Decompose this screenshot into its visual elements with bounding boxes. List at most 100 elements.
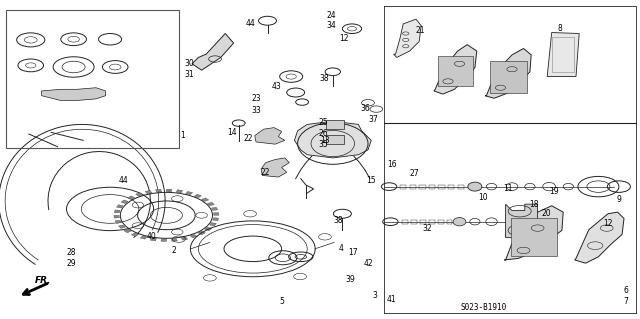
Text: 14: 14 — [227, 128, 237, 137]
Text: 40: 40 — [147, 232, 157, 241]
Bar — [429, 220, 435, 224]
Text: 4: 4 — [339, 244, 344, 253]
Text: 19: 19 — [548, 187, 559, 196]
Polygon shape — [198, 231, 205, 235]
Bar — [410, 185, 416, 189]
Polygon shape — [161, 239, 166, 241]
Text: 21: 21 — [415, 26, 424, 35]
Polygon shape — [190, 234, 197, 238]
Ellipse shape — [468, 182, 482, 191]
Text: 12: 12 — [604, 219, 612, 228]
Polygon shape — [261, 158, 289, 177]
Bar — [438, 56, 473, 86]
Polygon shape — [114, 215, 119, 218]
Text: 18: 18 — [530, 200, 539, 209]
Polygon shape — [394, 19, 421, 57]
Polygon shape — [212, 218, 219, 221]
Polygon shape — [547, 33, 579, 77]
Polygon shape — [194, 194, 202, 198]
Polygon shape — [114, 210, 120, 213]
Polygon shape — [192, 33, 234, 70]
Bar — [448, 185, 454, 189]
Polygon shape — [181, 237, 188, 240]
Text: 38: 38 — [319, 74, 330, 83]
Polygon shape — [121, 200, 128, 204]
Bar — [326, 135, 344, 144]
Bar — [6, 10, 179, 148]
Polygon shape — [485, 48, 531, 98]
Text: 22: 22 — [244, 134, 253, 143]
Text: 7: 7 — [623, 297, 628, 306]
Bar — [326, 120, 344, 129]
Polygon shape — [504, 206, 563, 260]
Text: 30: 30 — [184, 59, 195, 68]
Polygon shape — [186, 191, 193, 195]
Bar — [429, 185, 435, 189]
Text: 3: 3 — [372, 291, 377, 300]
Text: 27: 27 — [410, 169, 420, 178]
Polygon shape — [127, 196, 134, 199]
Polygon shape — [202, 198, 209, 202]
Polygon shape — [42, 88, 106, 100]
Text: 1: 1 — [180, 131, 185, 140]
Polygon shape — [172, 238, 177, 241]
Polygon shape — [210, 223, 216, 226]
Polygon shape — [150, 238, 157, 241]
Text: 24: 24 — [326, 11, 336, 20]
Text: 25: 25 — [318, 118, 328, 127]
Text: 29: 29 — [67, 259, 77, 268]
Bar — [411, 220, 417, 224]
Polygon shape — [205, 227, 212, 231]
Text: 11: 11 — [503, 184, 512, 193]
Bar — [511, 218, 557, 256]
Text: 44: 44 — [246, 19, 256, 28]
Polygon shape — [118, 225, 125, 228]
Polygon shape — [166, 189, 172, 192]
Text: 15: 15 — [366, 176, 376, 185]
Polygon shape — [176, 190, 182, 193]
Text: 32: 32 — [422, 224, 433, 233]
Polygon shape — [131, 233, 139, 236]
Text: 8: 8 — [557, 24, 563, 33]
Polygon shape — [255, 128, 285, 144]
Text: 17: 17 — [348, 248, 358, 256]
Polygon shape — [140, 236, 147, 239]
Bar — [458, 185, 464, 189]
Polygon shape — [136, 193, 143, 196]
Bar — [490, 61, 527, 93]
Bar — [438, 185, 445, 189]
Bar — [552, 37, 574, 72]
Text: 23: 23 — [251, 94, 261, 103]
Polygon shape — [115, 220, 122, 223]
Text: 26: 26 — [318, 130, 328, 138]
Bar — [438, 220, 444, 224]
Polygon shape — [207, 202, 214, 206]
Text: 6: 6 — [623, 286, 628, 295]
Text: 38: 38 — [333, 216, 343, 225]
Polygon shape — [145, 190, 152, 194]
Text: 20: 20 — [541, 209, 551, 218]
Text: 13: 13 — [320, 136, 330, 145]
Polygon shape — [294, 121, 371, 158]
Polygon shape — [211, 207, 218, 211]
Polygon shape — [575, 212, 624, 263]
Text: 12: 12 — [339, 34, 348, 43]
Ellipse shape — [453, 218, 466, 226]
Text: S023-B1910: S023-B1910 — [461, 303, 507, 312]
Text: 44: 44 — [118, 176, 129, 185]
Text: 9: 9 — [616, 195, 621, 204]
Text: 34: 34 — [326, 21, 336, 30]
Text: 5: 5 — [279, 297, 284, 306]
Polygon shape — [116, 205, 123, 208]
Text: 31: 31 — [184, 70, 195, 79]
Text: 36: 36 — [360, 104, 370, 113]
Text: 33: 33 — [251, 106, 261, 115]
Text: 22: 22 — [261, 168, 270, 177]
Bar — [400, 185, 406, 189]
Bar — [402, 220, 408, 224]
Bar — [420, 220, 426, 224]
Text: 39: 39 — [345, 275, 355, 284]
Bar — [447, 220, 452, 224]
Polygon shape — [434, 45, 477, 94]
Text: 42: 42 — [363, 259, 373, 268]
